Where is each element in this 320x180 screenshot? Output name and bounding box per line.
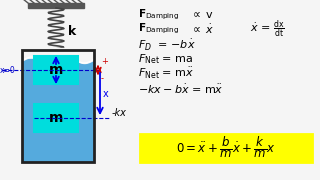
- Text: $F_{\rm Net}$ = ma: $F_{\rm Net}$ = ma: [138, 52, 193, 66]
- Text: $\propto$ v: $\propto$ v: [190, 10, 214, 20]
- Bar: [23, 59, 93, 161]
- Bar: [28, 3, 84, 8]
- Bar: [140, 134, 312, 162]
- Text: $\propto$ $\dot{x}$: $\propto$ $\dot{x}$: [190, 22, 214, 36]
- Text: m: m: [49, 63, 63, 77]
- Bar: [22, 50, 94, 162]
- Text: $-kx - b\dot{x}$ = m$\ddot{x}$: $-kx - b\dot{x}$ = m$\ddot{x}$: [138, 82, 224, 96]
- Text: x=0: x=0: [0, 66, 16, 75]
- Text: $\mathbf{F}$$_{\rm Damping}$: $\mathbf{F}$$_{\rm Damping}$: [138, 8, 180, 22]
- Text: -kx: -kx: [112, 108, 127, 118]
- Text: -: -: [101, 75, 104, 84]
- Bar: [22, 50, 94, 162]
- Text: m: m: [49, 111, 63, 125]
- Text: $F_D$  = $-b\dot{x}$: $F_D$ = $-b\dot{x}$: [138, 37, 196, 53]
- Text: $0 = \ddot{x} + \dfrac{b}{m}\dot{x} + \dfrac{k}{m}x$: $0 = \ddot{x} + \dfrac{b}{m}\dot{x} + \d…: [176, 136, 276, 160]
- Text: k: k: [68, 24, 76, 37]
- Text: x: x: [103, 89, 109, 99]
- Bar: [34, 104, 78, 132]
- Text: $\mathbf{F}$$_{\rm Damping}$: $\mathbf{F}$$_{\rm Damping}$: [138, 22, 180, 36]
- Text: $\dot{x}$ = $\frac{\rm dx}{\rm dt}$: $\dot{x}$ = $\frac{\rm dx}{\rm dt}$: [250, 18, 285, 40]
- Text: $F_{\rm Net}$ = m$\ddot{x}$: $F_{\rm Net}$ = m$\ddot{x}$: [138, 66, 194, 80]
- Text: +: +: [101, 57, 108, 66]
- Bar: [34, 56, 78, 84]
